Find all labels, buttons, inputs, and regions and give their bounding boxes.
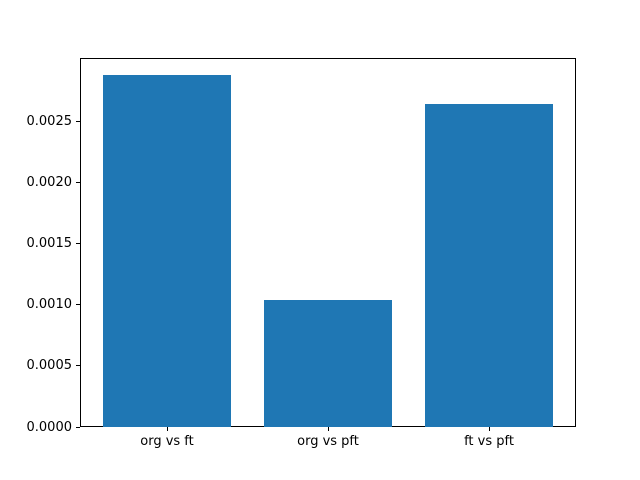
y-tick-label: 0.0000: [26, 419, 73, 435]
x-tick-mark: [327, 427, 329, 431]
y-tick-mark: [76, 365, 80, 367]
x-tick-label: org vs pft: [297, 434, 359, 449]
y-tick-label: 0.0010: [26, 297, 73, 313]
x-tick-label: ft vs pft: [464, 434, 514, 449]
y-tick-mark: [76, 304, 80, 306]
y-tick-mark: [76, 121, 80, 122]
y-tick-mark: [76, 426, 80, 428]
y-tick-label: 0.0015: [26, 236, 73, 252]
y-tick-label: 0.0025: [26, 114, 73, 129]
y-tick-label: 0.0005: [26, 358, 73, 374]
y-tick-mark: [76, 182, 80, 184]
bar-ft-vs-pft: [424, 104, 554, 427]
x-tick-mark: [488, 427, 490, 431]
x-tick-mark: [166, 427, 168, 431]
y-tick-label: 0.0020: [26, 175, 73, 191]
y-tick-mark: [76, 243, 80, 245]
bar-org-vs-ft: [102, 75, 232, 427]
x-tick-label: org vs ft: [140, 434, 194, 449]
bar-org-vs-pft: [263, 299, 393, 427]
